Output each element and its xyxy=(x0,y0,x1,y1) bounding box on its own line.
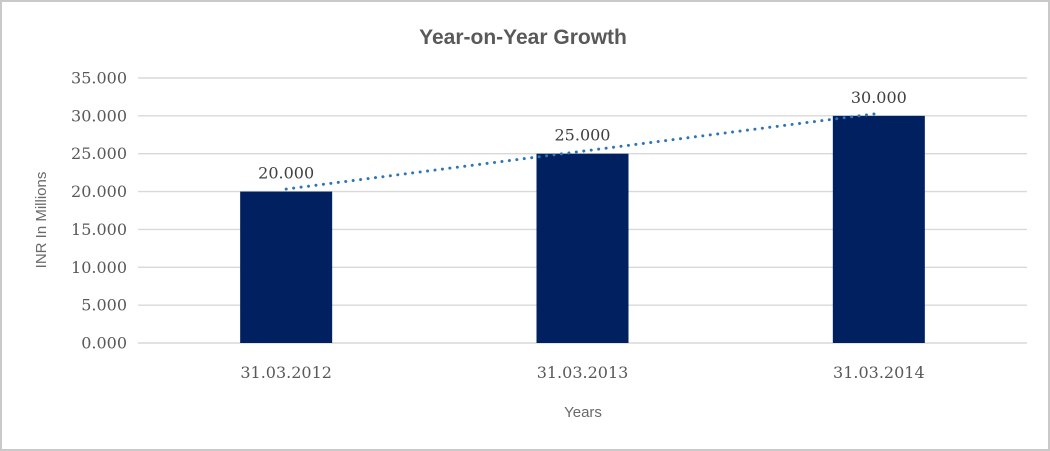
bar-value-label: 20.000 xyxy=(258,164,314,183)
x-axis-title: Years xyxy=(564,404,602,421)
x-category-label: 31.03.2012 xyxy=(240,363,332,382)
y-axis-tick-labels: 0.000 5.000 10.000 15.000 20.000 25.000 30.000… xyxy=(71,69,127,353)
bar xyxy=(832,115,925,343)
trendline xyxy=(284,111,881,191)
chart-title: Year-on-Year Growth xyxy=(419,26,627,49)
y-tick-label: 0.000 xyxy=(81,334,127,353)
bar xyxy=(240,191,333,343)
y-tick-label: 10.000 xyxy=(71,258,127,277)
bar xyxy=(536,153,629,343)
bar-value-label: 25.000 xyxy=(555,126,611,145)
y-tick-label: 15.000 xyxy=(71,220,127,239)
y-axis-title: INR In Millions xyxy=(33,172,50,269)
bar-series xyxy=(240,115,925,343)
y-tick-label: 5.000 xyxy=(81,296,127,315)
y-tick-label: 35.000 xyxy=(71,69,127,88)
bar-value-label: 30.000 xyxy=(851,88,907,107)
x-axis-category-labels: 31.03.2012 31.03.2013 31.03.2014 xyxy=(240,363,924,382)
trendline-dotted xyxy=(284,111,881,191)
x-category-label: 31.03.2013 xyxy=(537,363,629,382)
y-tick-label: 25.000 xyxy=(71,144,127,163)
x-category-label: 31.03.2014 xyxy=(833,363,925,382)
y-tick-label: 20.000 xyxy=(71,182,127,201)
y-tick-label: 30.000 xyxy=(71,106,127,125)
bar-value-labels: 20.000 25.000 30.000 xyxy=(258,88,907,183)
